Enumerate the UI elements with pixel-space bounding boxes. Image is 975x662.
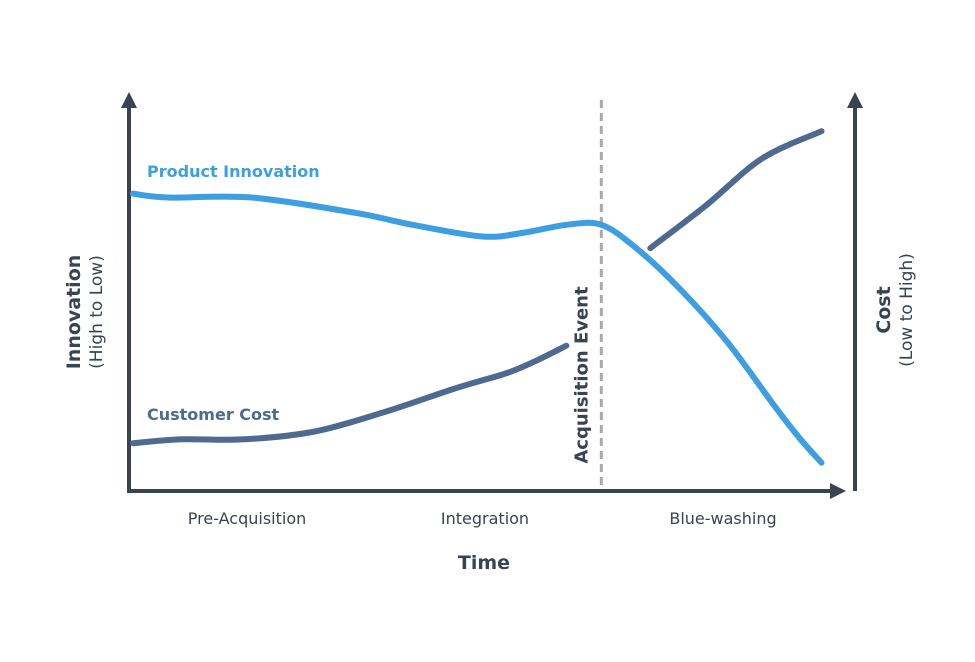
left-axis-title-group: Innovation (High to Low) — [63, 255, 107, 370]
phase-label-integration: Integration — [441, 509, 529, 528]
right-axis-subtitle: (Low to High) — [897, 253, 917, 367]
right-axis-title: Cost — [873, 286, 895, 333]
customer-cost-label: Customer Cost — [147, 405, 280, 424]
customer-cost-line — [130, 342, 570, 447]
phase-label-pre-acquisition: Pre-Acquisition — [188, 509, 307, 528]
customer-cost-line-after-event — [647, 128, 825, 252]
acquisition-event-label: Acquisition Event — [571, 286, 592, 464]
phase-label-blue-washing: Blue-washing — [669, 509, 776, 528]
left-axis-title: Innovation — [63, 255, 85, 370]
left-axis-subtitle: (High to Low) — [87, 255, 107, 369]
right-axis-title-group: Cost (Low to High) — [873, 253, 917, 367]
product-innovation-label: Product Innovation — [147, 162, 320, 181]
x-axis-title: Time — [458, 552, 510, 574]
product-innovation-line — [130, 190, 825, 466]
